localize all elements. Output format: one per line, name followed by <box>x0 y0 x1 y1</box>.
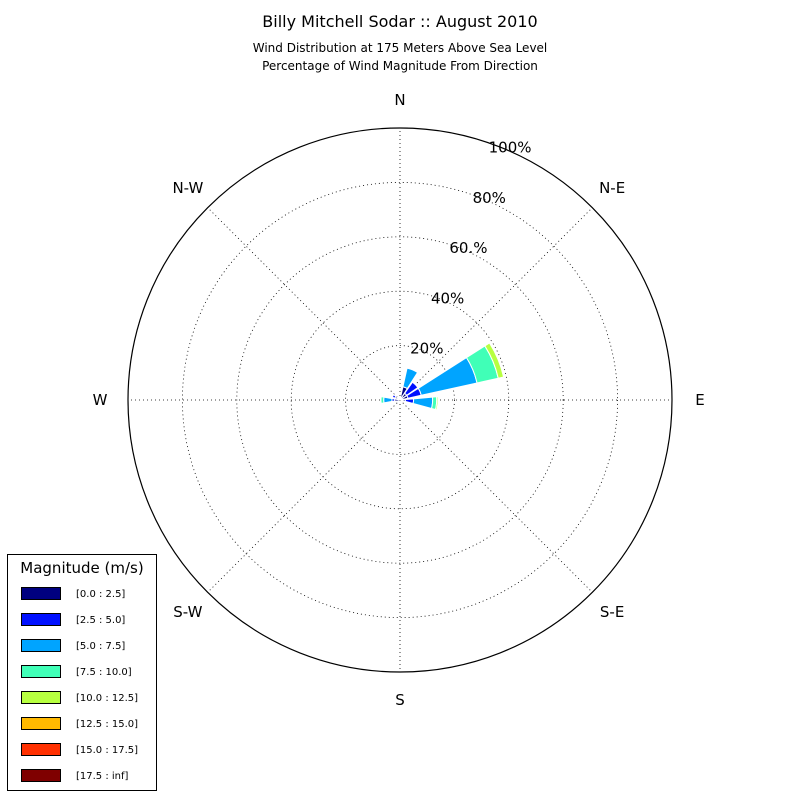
direction-label-w: W <box>93 391 108 409</box>
radial-tick-label: 100% <box>489 139 532 157</box>
direction-label-e: E <box>695 391 704 409</box>
legend-swatch <box>21 769 61 782</box>
grid-circle-20 <box>345 345 455 455</box>
wind-bar-sector-1-bin-1 <box>403 381 419 397</box>
legend-label: [5.0 : 7.5] <box>76 641 126 652</box>
polar-labels: 20% 40% 60.% 80% 100% N N-E E S-E S S-W W N-W <box>93 91 705 709</box>
grid-spoke <box>399 399 593 593</box>
chart-title: Billy Mitchell Sodar :: August 2010 <box>262 12 538 31</box>
wind-bar-sector-4-bin-2 <box>383 396 393 404</box>
direction-label-s-e: S-E <box>600 603 624 621</box>
legend-swatch <box>21 587 61 600</box>
legend-swatch <box>21 613 61 626</box>
grid-spoke <box>207 399 401 593</box>
legend-label: [17.5 : inf] <box>76 771 129 782</box>
legend-item: [15.0 : 17.5] <box>21 743 151 759</box>
chart-subtitle-line2: Percentage of Wind Magnitude From Direct… <box>262 59 538 73</box>
wind-bar-sector-4-bin-3 <box>380 396 385 404</box>
radial-tick-label: 20% <box>410 340 443 358</box>
wind-bar-sector-5-bin-1 <box>391 394 397 399</box>
radial-tick-label: 60.% <box>449 239 487 257</box>
wind-bar-sector-2-bin-2 <box>417 356 478 396</box>
legend-label: [0.0 : 2.5] <box>76 589 126 600</box>
wind-bar-sector-3-bin-4 <box>434 396 439 411</box>
legend-item: [10.0 : 12.5] <box>21 691 151 707</box>
legend-label: [10.0 : 12.5] <box>76 693 139 704</box>
wind-bar-sector-2-bin-4 <box>484 342 505 379</box>
grid-circle-60 <box>236 236 564 564</box>
wind-bar-sector-3-bin-1 <box>404 398 415 405</box>
radial-tick-label: 40% <box>431 289 464 307</box>
legend-swatch <box>21 665 61 678</box>
legend-item: [17.5 : inf] <box>21 769 151 785</box>
direction-label-n-w: N-W <box>172 179 203 197</box>
direction-label-s-w: S-W <box>173 603 202 621</box>
wind-bars <box>380 342 505 411</box>
chart-subtitle-line1: Wind Distribution at 175 Meters Above Se… <box>252 41 548 55</box>
legend-swatch <box>21 717 61 730</box>
polar-grid <box>128 128 672 672</box>
legend-item: [5.0 : 7.5] <box>21 639 151 655</box>
legend-item: [7.5 : 10.0] <box>21 665 151 681</box>
wind-bar-sector-0-bin-2 <box>402 367 419 390</box>
outer-circle <box>127 127 673 673</box>
wind-bar-sector-3-bin-2 <box>412 396 434 410</box>
direction-label-s: S <box>395 691 405 709</box>
legend-swatch <box>21 743 61 756</box>
legend-label: [2.5 : 5.0] <box>76 615 126 626</box>
wind-bar-sector-3-bin-0 <box>399 398 406 403</box>
legend-item: [2.5 : 5.0] <box>21 613 151 629</box>
legend-label: [12.5 : 15.0] <box>76 719 139 730</box>
direction-label-n: N <box>394 91 405 109</box>
grid-spoke <box>207 207 401 401</box>
radial-tick-label: 80% <box>473 189 506 207</box>
legend-swatch <box>21 639 61 652</box>
legend-item: [0.0 : 2.5] <box>21 587 151 603</box>
legend-title: Magnitude (m/s) <box>20 559 144 577</box>
grid-spoke <box>399 207 593 401</box>
grid-circle-80 <box>181 181 619 619</box>
legend-label: [7.5 : 10.0] <box>76 667 132 678</box>
legend-item: [12.5 : 15.0] <box>21 717 151 733</box>
direction-label-n-e: N-E <box>599 179 625 197</box>
legend-swatch <box>21 691 61 704</box>
legend-label: [15.0 : 17.5] <box>76 745 139 756</box>
legend: Magnitude (m/s) [0.0 : 2.5] [2.5 : 5.0] [5… <box>7 554 157 791</box>
